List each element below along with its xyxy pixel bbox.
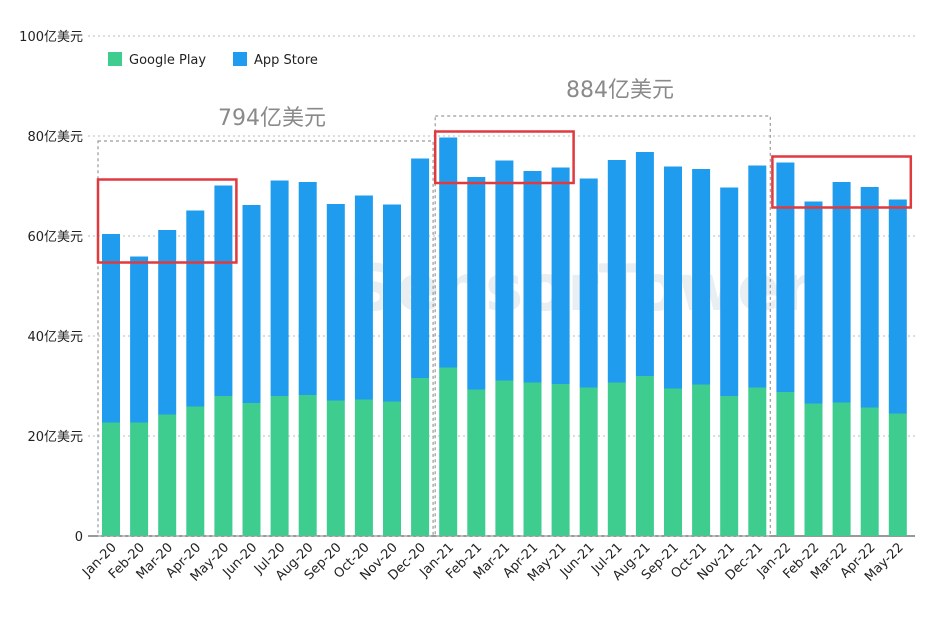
legend-label-app-store: App Store bbox=[254, 53, 318, 68]
bar-app-store bbox=[692, 169, 711, 385]
bar-google-play bbox=[242, 403, 261, 536]
legend-swatch-app-store bbox=[233, 52, 247, 66]
bar-google-play bbox=[130, 422, 149, 536]
y-axis-ticks: 0 20亿美元 40亿美元 60亿美元 80亿美元 100亿美元 bbox=[19, 30, 83, 545]
bar-app-store bbox=[326, 204, 345, 401]
bar-app-store bbox=[664, 166, 682, 389]
bar-app-store bbox=[467, 177, 486, 390]
bar-google-play bbox=[860, 407, 879, 536]
bar-app-store bbox=[186, 210, 205, 407]
bar-google-play bbox=[523, 382, 542, 536]
bar-app-store bbox=[607, 160, 626, 383]
bar-google-play bbox=[467, 389, 486, 536]
year-group-box bbox=[434, 115, 771, 537]
year-group-box bbox=[97, 140, 434, 537]
bar-app-store bbox=[635, 152, 654, 376]
y-tick-label: 20亿美元 bbox=[27, 430, 83, 445]
bar-app-store bbox=[551, 167, 570, 384]
bar-app-store bbox=[888, 199, 907, 414]
bar-app-store bbox=[523, 171, 542, 383]
bar-google-play bbox=[495, 380, 514, 536]
highlight-box bbox=[771, 155, 913, 209]
bar-google-play bbox=[354, 399, 373, 536]
highlight-box bbox=[96, 178, 238, 264]
bar-google-play bbox=[411, 378, 430, 536]
bar-google-play bbox=[804, 403, 823, 536]
bar-google-play bbox=[326, 400, 345, 536]
bar-app-store bbox=[579, 178, 598, 388]
bar-google-play bbox=[298, 395, 317, 536]
bar-app-store bbox=[832, 182, 851, 403]
bar-google-play bbox=[186, 406, 205, 536]
bar-app-store bbox=[720, 187, 739, 396]
bar-google-play bbox=[635, 376, 654, 536]
bar-google-play bbox=[383, 401, 401, 536]
y-tick-label: 60亿美元 bbox=[27, 230, 83, 245]
year-group-boxes bbox=[97, 115, 771, 537]
bar-google-play bbox=[748, 387, 767, 536]
bar-google-play bbox=[102, 422, 120, 536]
bar-app-store bbox=[411, 158, 430, 378]
bar-app-store bbox=[354, 195, 373, 400]
bar-google-play bbox=[776, 392, 795, 536]
annotation-2021-total: 884亿美元 bbox=[566, 78, 674, 103]
bar-app-store bbox=[214, 185, 233, 396]
legend: Google Play App Store bbox=[108, 52, 318, 68]
y-tick-label: 80亿美元 bbox=[27, 130, 83, 145]
bar-google-play bbox=[551, 384, 570, 536]
bar-google-play bbox=[888, 413, 907, 536]
bar-app-store bbox=[439, 137, 458, 368]
bar-google-play bbox=[270, 396, 289, 536]
bar-app-store bbox=[242, 205, 261, 403]
bar-google-play bbox=[664, 388, 682, 536]
y-tick-label: 0 bbox=[75, 530, 83, 545]
x-axis-ticks: Jan-20Feb-20Mar-20Apr-20May-20Jun-20Jul-… bbox=[79, 540, 906, 584]
y-tick-label: 100亿美元 bbox=[19, 30, 83, 45]
annotation-2020-total: 794亿美元 bbox=[218, 106, 326, 131]
bar-google-play bbox=[579, 387, 598, 536]
bar-app-store bbox=[383, 204, 401, 402]
bar-app-store bbox=[860, 187, 879, 408]
legend-label-google-play: Google Play bbox=[129, 53, 206, 68]
bar-app-store bbox=[776, 162, 795, 392]
highlight-boxes bbox=[96, 130, 913, 264]
bar-app-store bbox=[158, 230, 177, 415]
bar-app-store bbox=[495, 160, 514, 381]
bar-app-store bbox=[270, 180, 289, 396]
bar-app-store bbox=[804, 201, 823, 404]
bar-google-play bbox=[692, 384, 711, 536]
highlight-box bbox=[433, 130, 575, 185]
bar-google-play bbox=[439, 367, 458, 536]
bar-app-store bbox=[298, 182, 317, 395]
bar-google-play bbox=[607, 382, 626, 536]
bar-google-play bbox=[720, 396, 739, 536]
bar-app-store bbox=[130, 256, 149, 423]
legend-swatch-google-play bbox=[108, 52, 122, 66]
bar-app-store bbox=[748, 165, 767, 388]
bar-google-play bbox=[158, 414, 177, 536]
y-tick-label: 40亿美元 bbox=[27, 330, 83, 345]
bars bbox=[102, 137, 907, 536]
bar-app-store bbox=[102, 234, 120, 423]
bar-google-play bbox=[832, 402, 851, 536]
bar-google-play bbox=[214, 396, 233, 536]
